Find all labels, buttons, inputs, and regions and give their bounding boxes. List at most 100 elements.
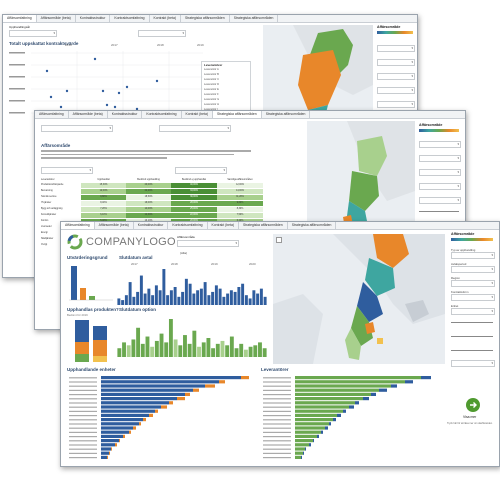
tab-item[interactable]: Affärsomfattning bbox=[35, 111, 69, 118]
bar-segment bbox=[101, 447, 111, 451]
filter-dropdown[interactable]: ▾ bbox=[41, 125, 113, 132]
list-item[interactable]: Leverantör A bbox=[204, 68, 219, 71]
range-slider[interactable] bbox=[451, 336, 493, 337]
filter-dropdown[interactable]: ▾ bbox=[377, 101, 415, 108]
tab-item[interactable]: Kontrakt (beta) bbox=[208, 222, 239, 229]
filter-dropdown[interactable]: ▾ bbox=[377, 87, 415, 94]
table-cell: 22,00% bbox=[171, 213, 217, 218]
tab-item[interactable]: Strategiska affärsområden bbox=[230, 15, 279, 22]
row-label bbox=[263, 427, 291, 429]
filter-dropdown[interactable]: ▾ bbox=[41, 167, 93, 174]
panel-title: Utvärderingsgrund bbox=[67, 255, 108, 260]
table-cell: 8,40% bbox=[81, 201, 126, 206]
filter-dropdown[interactable]: ▾ bbox=[419, 183, 461, 190]
filter-dropdown[interactable]: ▾ bbox=[419, 155, 461, 162]
tab-item[interactable]: Kontraktsstruktur bbox=[108, 111, 143, 118]
bar-segment bbox=[301, 455, 302, 459]
tab-item[interactable]: Strategiska affärsområden bbox=[262, 111, 311, 118]
filter-dropdown[interactable]: ▾ bbox=[419, 197, 461, 204]
map-zoom-control[interactable] bbox=[276, 237, 282, 243]
row-label bbox=[69, 389, 97, 391]
filter-dropdown[interactable]: ▾ bbox=[419, 141, 461, 148]
row-label bbox=[69, 452, 97, 454]
bar-segment bbox=[177, 397, 185, 401]
tab-item[interactable]: Strategiska affärsområden bbox=[181, 15, 230, 22]
legend-color-bar bbox=[451, 238, 493, 241]
show-more-label[interactable]: Visa mer bbox=[463, 415, 477, 419]
list-item[interactable]: Leverantör C bbox=[204, 78, 219, 81]
bar-segment bbox=[133, 426, 136, 430]
tab-item[interactable]: Strategiska affärsområden bbox=[212, 111, 262, 118]
tab-item[interactable]: Strategiska affärsområden bbox=[239, 222, 288, 229]
tab-item[interactable]: Strategiska affärsområden bbox=[288, 222, 337, 229]
filter-dropdown[interactable]: ▾ bbox=[377, 45, 415, 52]
bar bbox=[196, 290, 200, 305]
row-label bbox=[263, 448, 291, 450]
row-label bbox=[69, 436, 97, 438]
bar-segment bbox=[295, 401, 355, 405]
list-item[interactable]: Leverantör D bbox=[204, 83, 219, 86]
bar-segment bbox=[329, 422, 331, 426]
tab-item[interactable]: Kontraktsomfattning bbox=[142, 111, 182, 118]
bar bbox=[234, 348, 239, 357]
tab-item[interactable]: Kontraktsstruktur bbox=[134, 222, 169, 229]
bar-segment bbox=[303, 451, 304, 455]
table-cell: 22,20% bbox=[126, 189, 171, 194]
tab-item[interactable]: Affärsområde (beta) bbox=[95, 222, 134, 229]
tab-item[interactable]: Affärsomfattning bbox=[61, 222, 95, 229]
list-item[interactable]: Leverantör F bbox=[204, 93, 219, 96]
row-label bbox=[69, 381, 97, 383]
bar bbox=[248, 346, 253, 357]
tab-item[interactable]: Affärsområde (beta) bbox=[37, 15, 76, 22]
tab-item[interactable]: Kontrakt (beta) bbox=[182, 111, 213, 118]
filter-dropdown[interactable]: ▾ bbox=[377, 59, 415, 66]
bar-segment bbox=[305, 447, 306, 451]
list-item[interactable]: Leverantör H bbox=[204, 103, 219, 106]
show-more-button[interactable] bbox=[466, 398, 480, 412]
option-end-chart bbox=[117, 319, 267, 357]
bar bbox=[147, 288, 151, 305]
panel-title: Upphandlande enheter bbox=[67, 367, 116, 372]
list-item[interactable]: Leverantör E bbox=[204, 88, 219, 91]
filter-dropdown[interactable]: ▾ bbox=[451, 252, 495, 259]
bar-segment bbox=[161, 405, 167, 409]
bar bbox=[241, 283, 245, 305]
tab-item[interactable]: Kontraktsomfattning bbox=[168, 222, 208, 229]
range-slider[interactable] bbox=[451, 350, 493, 351]
chevron-down-icon: ▾ bbox=[411, 74, 413, 78]
filter-dropdown[interactable]: ▾ bbox=[419, 169, 461, 176]
filter-dropdown[interactable]: ▾ bbox=[451, 360, 495, 367]
filter-dropdown[interactable]: ▾ bbox=[451, 294, 495, 301]
row-label bbox=[69, 440, 97, 442]
tab-item[interactable]: Kontraktsstruktur bbox=[76, 15, 111, 22]
list-item[interactable]: Leverantör I bbox=[204, 108, 218, 111]
list-item[interactable]: Leverantör G bbox=[204, 98, 220, 101]
bar-segment bbox=[101, 380, 219, 384]
tab-item[interactable]: Affärsomfattning bbox=[3, 15, 37, 22]
bar-segment bbox=[295, 413, 337, 417]
tab-item[interactable]: Kontrakt (beta) bbox=[150, 15, 181, 22]
list-item[interactable]: Leverantör B bbox=[204, 73, 219, 76]
bar-segment bbox=[379, 388, 387, 392]
table-cell: 15,30% bbox=[81, 183, 126, 188]
table-row-label: IT-tjänster bbox=[41, 201, 81, 206]
filter-dropdown[interactable]: ▾ bbox=[377, 73, 415, 80]
filter-dropdown[interactable]: ▾ bbox=[451, 266, 495, 273]
bar bbox=[184, 278, 188, 305]
year-filter[interactable]: ▾ bbox=[9, 30, 57, 37]
bar-segment bbox=[295, 443, 309, 447]
procured-stacked-chart bbox=[75, 320, 107, 362]
filter-dropdown[interactable]: ▾ bbox=[138, 30, 186, 37]
filter-dropdown[interactable]: ▾ bbox=[159, 125, 231, 132]
filter-dropdown[interactable]: ▾ bbox=[451, 280, 495, 287]
business-area-filter[interactable]: (Alla) ▾ bbox=[177, 240, 239, 255]
legend-color-bar bbox=[377, 31, 413, 34]
tab-item[interactable]: Affärsområde (beta) bbox=[69, 111, 108, 118]
bar-segment bbox=[295, 388, 379, 392]
range-slider[interactable] bbox=[451, 322, 493, 323]
range-slider[interactable] bbox=[419, 211, 459, 212]
filter-dropdown[interactable]: ▾ bbox=[451, 308, 495, 315]
tab-item[interactable]: Kontraktsomfattning bbox=[110, 15, 150, 22]
filter-dropdown[interactable]: ▾ bbox=[175, 167, 227, 174]
bar-segment bbox=[155, 409, 158, 413]
